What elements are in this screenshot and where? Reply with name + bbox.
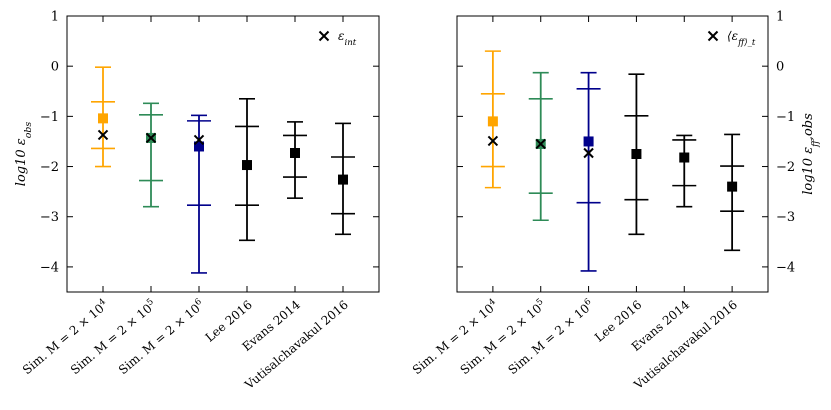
data-point-2: [139, 102, 163, 208]
median-marker: [631, 149, 642, 159]
legend-marker: [318, 30, 330, 42]
y-tick-label: 1: [776, 10, 784, 25]
median-marker: [583, 136, 594, 147]
intrinsic-marker: [145, 132, 157, 144]
y-tick-label: −3: [40, 210, 59, 225]
data-point-1: [480, 50, 505, 189]
median-marker: [487, 116, 498, 127]
median-marker: [194, 141, 204, 152]
median-marker: [242, 160, 252, 171]
data-point-6: [720, 133, 745, 252]
x-category-label: Sim. M = 2 × 105: [67, 297, 159, 377]
x-category-label: Sim. M = 2 × 104: [19, 296, 111, 377]
x-category-label: Sim. M = 2 × 104: [409, 296, 501, 377]
data-point-6: [331, 122, 355, 236]
data-point-1: [91, 66, 115, 168]
y-tick-label: −1: [40, 110, 59, 125]
intrinsic-marker: [193, 134, 205, 146]
data-point-5: [283, 121, 307, 199]
intrinsic-marker: [583, 147, 594, 159]
median-marker: [338, 174, 348, 185]
y-axis-label: log10 εobs: [14, 122, 34, 187]
legend-label: ⟨εff⟩_t: [727, 29, 756, 48]
chart-panel-left: 1 0 −1 −2 −3 −4 log10 εobs Sim. M = 2 × 104Sim.…: [14, 10, 380, 393]
data-point-4: [235, 98, 259, 242]
legend-label: εint: [338, 29, 357, 48]
x-category-label: Sim. M = 2 × 105: [457, 297, 549, 377]
intrinsic-marker: [535, 138, 546, 150]
data-point-5: [672, 134, 697, 208]
y-tick-label: −4: [40, 260, 59, 275]
x-category-label: Sim. M = 2 × 106: [505, 297, 597, 377]
y-tick-label: −1: [776, 110, 795, 125]
median-marker: [98, 113, 108, 124]
y-tick-label: −4: [776, 260, 795, 275]
plot-frame: [456, 15, 769, 293]
data-point-4: [624, 73, 649, 236]
legend-marker: [707, 30, 719, 42]
median-marker: [290, 147, 300, 158]
intrinsic-marker: [487, 135, 499, 147]
y-tick-label: 0: [51, 60, 59, 75]
data-point-3: [187, 114, 211, 274]
y-tick-label: −3: [776, 210, 795, 225]
y-axis-label: log10 εff,obs: [801, 113, 821, 195]
plot-frame: [66, 15, 380, 293]
y-tick-label: −2: [776, 160, 795, 175]
data-point-2: [528, 71, 553, 222]
y-tick-label: 0: [776, 60, 784, 75]
x-category-label: Sim. M = 2 × 106: [115, 297, 207, 377]
data-point-3: [576, 71, 601, 272]
intrinsic-marker: [97, 129, 109, 141]
chart-panel-right: 1 0 −1 −2 −3 −4 log10 εff,obs Sim. M = 2 × 104S…: [409, 10, 821, 393]
median-marker: [679, 152, 690, 163]
y-tick-label: −2: [40, 160, 59, 175]
median-marker: [727, 181, 738, 192]
y-tick-label: 1: [51, 10, 59, 25]
